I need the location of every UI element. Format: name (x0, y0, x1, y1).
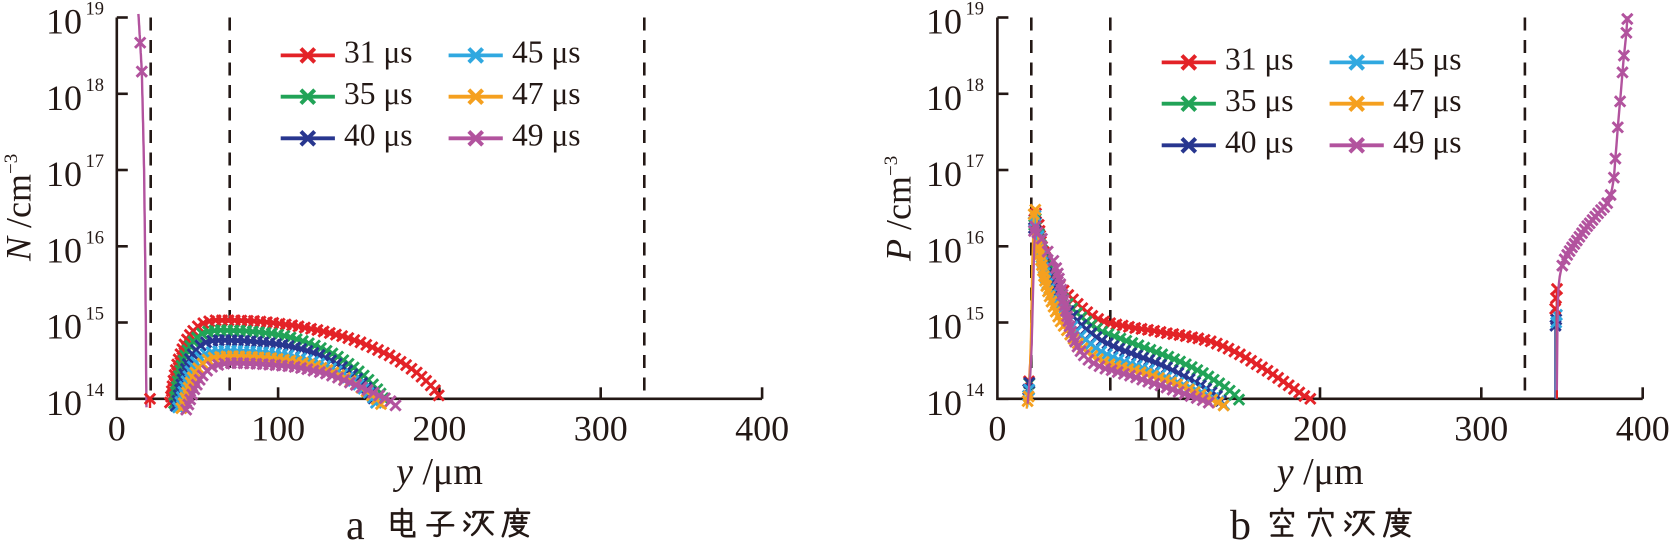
svg-text:10: 10 (926, 2, 962, 42)
svg-text:14: 14 (86, 381, 105, 401)
svg-text:0: 0 (108, 409, 126, 449)
svg-text:200: 200 (1293, 409, 1347, 449)
svg-text:45 μs: 45 μs (1393, 42, 1462, 77)
svg-text:10: 10 (926, 383, 962, 423)
svg-text:19: 19 (966, 0, 985, 20)
svg-text:10: 10 (46, 383, 82, 423)
svg-text:100: 100 (1132, 409, 1186, 449)
svg-text:47 μs: 47 μs (1393, 83, 1462, 118)
svg-text:47 μs: 47 μs (512, 76, 581, 111)
svg-text:10: 10 (926, 230, 962, 270)
svg-text:10: 10 (46, 78, 82, 118)
svg-text:10: 10 (46, 154, 82, 194)
svg-text:16: 16 (966, 228, 985, 248)
svg-text:10: 10 (926, 154, 962, 194)
svg-text:15: 15 (86, 305, 105, 325)
svg-text:300: 300 (574, 409, 628, 449)
svg-text:31 μs: 31 μs (344, 35, 413, 70)
svg-text:P /cm−3: P /cm−3 (879, 156, 919, 262)
svg-text:200: 200 (412, 409, 466, 449)
svg-text:17: 17 (86, 152, 105, 172)
svg-text:10: 10 (926, 78, 962, 118)
svg-text:35 μs: 35 μs (1225, 83, 1294, 118)
svg-text:45 μs: 45 μs (512, 35, 581, 70)
svg-text:10: 10 (46, 307, 82, 347)
svg-text:31 μs: 31 μs (1225, 42, 1294, 77)
svg-text:40 μs: 40 μs (344, 118, 413, 153)
svg-text:16: 16 (86, 228, 105, 248)
svg-text:b: b (1230, 503, 1251, 542)
svg-text:y /μm: y /μm (392, 451, 483, 493)
svg-text:49 μs: 49 μs (1393, 125, 1462, 160)
svg-text:15: 15 (966, 305, 985, 325)
svg-text:a: a (346, 503, 365, 542)
svg-text:40 μs: 40 μs (1225, 125, 1294, 160)
svg-text:14: 14 (966, 381, 985, 401)
svg-text:300: 300 (1454, 409, 1508, 449)
svg-text:35 μs: 35 μs (344, 76, 413, 111)
svg-text:18: 18 (86, 76, 105, 96)
svg-text:10: 10 (926, 307, 962, 347)
svg-text:18: 18 (966, 76, 985, 96)
svg-text:400: 400 (735, 409, 789, 449)
svg-text:17: 17 (966, 152, 985, 172)
svg-text:0: 0 (988, 409, 1006, 449)
svg-text:10: 10 (46, 2, 82, 42)
svg-text:19: 19 (86, 0, 105, 20)
svg-text:y /μm: y /μm (1273, 451, 1364, 493)
svg-text:N /cm−3: N /cm−3 (0, 154, 39, 262)
svg-text:49 μs: 49 μs (512, 118, 581, 153)
svg-text:100: 100 (251, 409, 305, 449)
svg-text:400: 400 (1616, 409, 1670, 449)
svg-text:10: 10 (46, 230, 82, 270)
